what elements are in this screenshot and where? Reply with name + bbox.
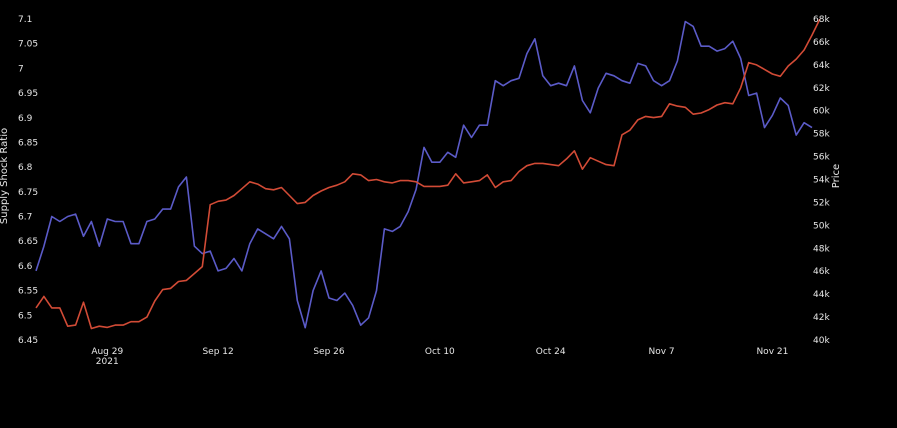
y2-tick-label: 48k <box>813 244 830 254</box>
y2-tick-label: 66k <box>813 38 830 48</box>
y2-tick-label: 52k <box>813 198 830 208</box>
x-tick-label: Nov 7 <box>648 347 674 357</box>
x-tick-label: Sep 12 <box>202 347 233 357</box>
y-axis-ticks: 6.45 6.5 6.55 6.6 6.65 6.7 6.75 6.8 6.85 6.9 6.95 7… <box>18 15 38 346</box>
y-tick-label: 6.45 <box>18 336 38 346</box>
y2-tick-label: 58k <box>813 130 830 140</box>
x-tick-label: Aug 29 <box>91 347 123 357</box>
x-tick-label: Oct 24 <box>536 347 566 357</box>
supply-shock-ratio-line <box>35 20 813 329</box>
y-tick-label: 6.6 <box>18 262 33 272</box>
y2-tick-label: 40k <box>813 336 830 346</box>
plot-lines <box>35 18 821 330</box>
y2-tick-label: 46k <box>813 267 830 277</box>
x-tick-label: Sep 26 <box>313 347 345 357</box>
x-tick-sublabel: 2021 <box>96 357 119 367</box>
y2-axis-title: Price <box>831 164 842 188</box>
y-tick-label: 6.7 <box>18 213 32 223</box>
y2-tick-label: 64k <box>813 61 830 71</box>
y2-tick-label: 56k <box>813 153 830 163</box>
y-tick-label: 6.95 <box>18 89 38 99</box>
y-tick-label: 7.05 <box>18 40 38 50</box>
y-tick-label: 6.8 <box>18 163 33 173</box>
x-tick-label: Oct 10 <box>425 347 455 357</box>
y2-axis-ticks: 40k 42k 44k 46k 48k 50k 52k 54k 56k 58k 60k 62k 64k 6… <box>813 15 830 346</box>
price-line <box>35 18 821 330</box>
y-tick-label: 6.9 <box>18 114 33 124</box>
x-tick-label: Nov 21 <box>756 347 788 357</box>
y-tick-label: 6.75 <box>18 188 38 198</box>
y2-tick-label: 50k <box>813 221 830 231</box>
y-tick-label: 6.65 <box>18 237 38 247</box>
y-tick-label: 6.55 <box>18 287 38 297</box>
y-tick-label: 6.5 <box>18 311 32 321</box>
y2-tick-label: 54k <box>813 176 830 186</box>
y-tick-label: 6.85 <box>18 138 38 148</box>
y-axis-title: Supply Shock Ratio <box>0 128 10 224</box>
y-tick-label: 7 <box>18 64 24 74</box>
y2-tick-label: 68k <box>813 15 830 25</box>
y-tick-label: 7.1 <box>18 15 32 25</box>
y2-tick-label: 62k <box>813 84 830 94</box>
y2-tick-label: 60k <box>813 107 830 117</box>
y2-tick-label: 44k <box>813 290 830 300</box>
y2-tick-label: 42k <box>813 313 830 323</box>
